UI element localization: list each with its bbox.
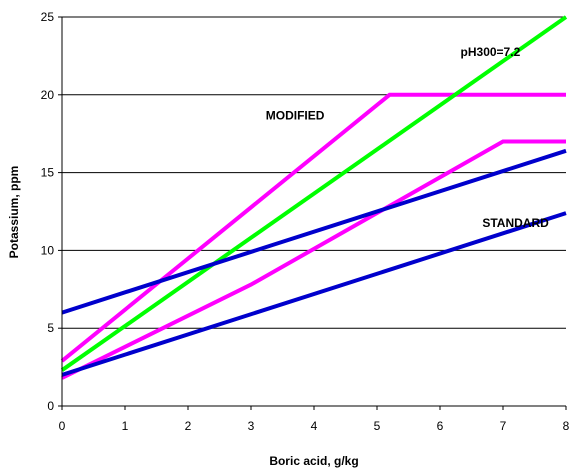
annotations: pH300=7.2 MODIFIED STANDARD (266, 45, 549, 230)
annotation-2: MODIFIED (266, 109, 325, 123)
x-tick-label: 2 (185, 419, 192, 433)
y-tick-label: 20 (41, 88, 55, 102)
series-line-1 (60, 92, 566, 363)
y-tick-label: 0 (47, 399, 54, 413)
series-line-5 (61, 211, 567, 377)
x-axis-label: Boric acid, g/kg (269, 454, 358, 468)
annotation-1: pH300=7.2 (461, 45, 521, 59)
series-line-4 (61, 148, 567, 315)
axes (58, 16, 567, 410)
y-tick-label: 15 (41, 166, 55, 180)
tick-labels: 0 5 10 15 20 25 0 1 2 3 4 5 6 7 8 (41, 10, 570, 433)
y-tick-label: 5 (47, 321, 54, 335)
y-tick-label: 25 (41, 10, 55, 24)
y-tick-label: 10 (41, 243, 55, 257)
x-tick-label: 8 (563, 419, 570, 433)
x-tick-label: 3 (248, 419, 255, 433)
annotation-3: STANDARD (482, 216, 549, 230)
x-tick-label: 0 (59, 419, 66, 433)
x-tick-label: 5 (374, 419, 381, 433)
x-tick-label: 6 (437, 419, 444, 433)
series-group (60, 15, 568, 380)
series-line-2 (60, 15, 568, 372)
y-axis-label: Potassium, ppm (7, 166, 21, 259)
x-tick-label: 7 (500, 419, 507, 433)
x-tick-label: 4 (311, 419, 318, 433)
x-tick-label: 1 (122, 419, 129, 433)
